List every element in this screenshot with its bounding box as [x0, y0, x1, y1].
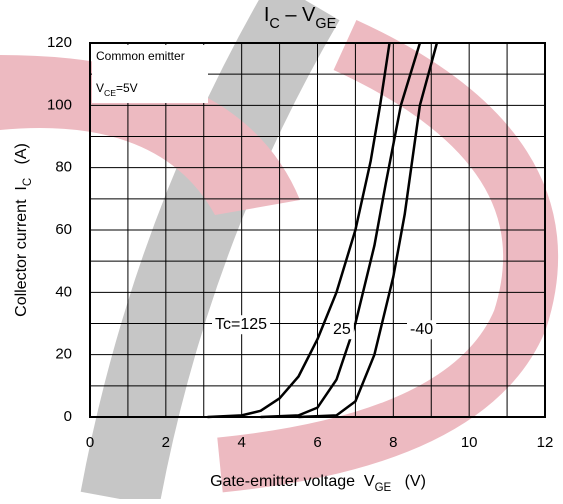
x-axis-label: Gate-emitter voltage VGE (V): [210, 473, 426, 494]
y-tick-label: 80: [55, 159, 72, 176]
watermark-red-right: [217, 19, 559, 493]
x-tick-label: 10: [461, 434, 478, 451]
text-part: Collector current I: [13, 186, 30, 317]
y-axis-label: Collector current IC (A): [13, 143, 34, 317]
series-label-bg: [212, 315, 271, 335]
series-label: -40: [410, 321, 433, 338]
text-part: Gate-emitter voltage V: [210, 473, 375, 490]
series-label-bg: [407, 320, 437, 340]
x-tick-label: 0: [86, 434, 94, 451]
text-part: V: [96, 81, 104, 95]
series-label: Tc=125: [215, 316, 267, 333]
text-part: – V: [280, 4, 316, 26]
text-part: I: [264, 4, 270, 26]
y-tick-label: 40: [55, 283, 72, 300]
series-label-bg: [330, 320, 354, 340]
text-part: (A): [13, 143, 30, 178]
y-tick-label: 100: [47, 96, 72, 113]
annotation-box: [92, 45, 208, 103]
text-part: GE: [375, 482, 392, 494]
curve: [298, 42, 439, 419]
x-tick-label: 2: [162, 434, 170, 451]
text-part: CE: [104, 88, 116, 98]
watermark-red-left: [0, 55, 300, 215]
y-tick-label: 0: [64, 408, 72, 425]
curves: [207, 42, 439, 419]
text-part: =5V: [116, 81, 138, 95]
series-label: 25: [333, 321, 351, 338]
x-tick-label: 8: [389, 434, 397, 451]
text-part: C: [269, 16, 279, 32]
curve: [207, 42, 391, 419]
plot-frame: [89, 42, 546, 418]
x-tick-label: 12: [537, 434, 554, 451]
text-part: (V): [391, 473, 426, 490]
y-tick-label: 20: [55, 346, 72, 363]
x-tick-label: 4: [237, 434, 245, 451]
x-tick-label: 6: [313, 434, 321, 451]
annotation: VCE=5V: [96, 81, 138, 98]
curve: [260, 42, 422, 419]
watermark-gray: [80, 0, 340, 504]
text-part: C: [22, 178, 34, 186]
y-tick-label: 60: [55, 221, 72, 238]
annotation: Common emitter: [96, 49, 185, 63]
chart-title: IC – VGE: [264, 4, 336, 32]
y-tick-label: 120: [47, 34, 72, 51]
text-part: Common emitter: [96, 49, 185, 63]
text-part: GE: [315, 16, 336, 32]
